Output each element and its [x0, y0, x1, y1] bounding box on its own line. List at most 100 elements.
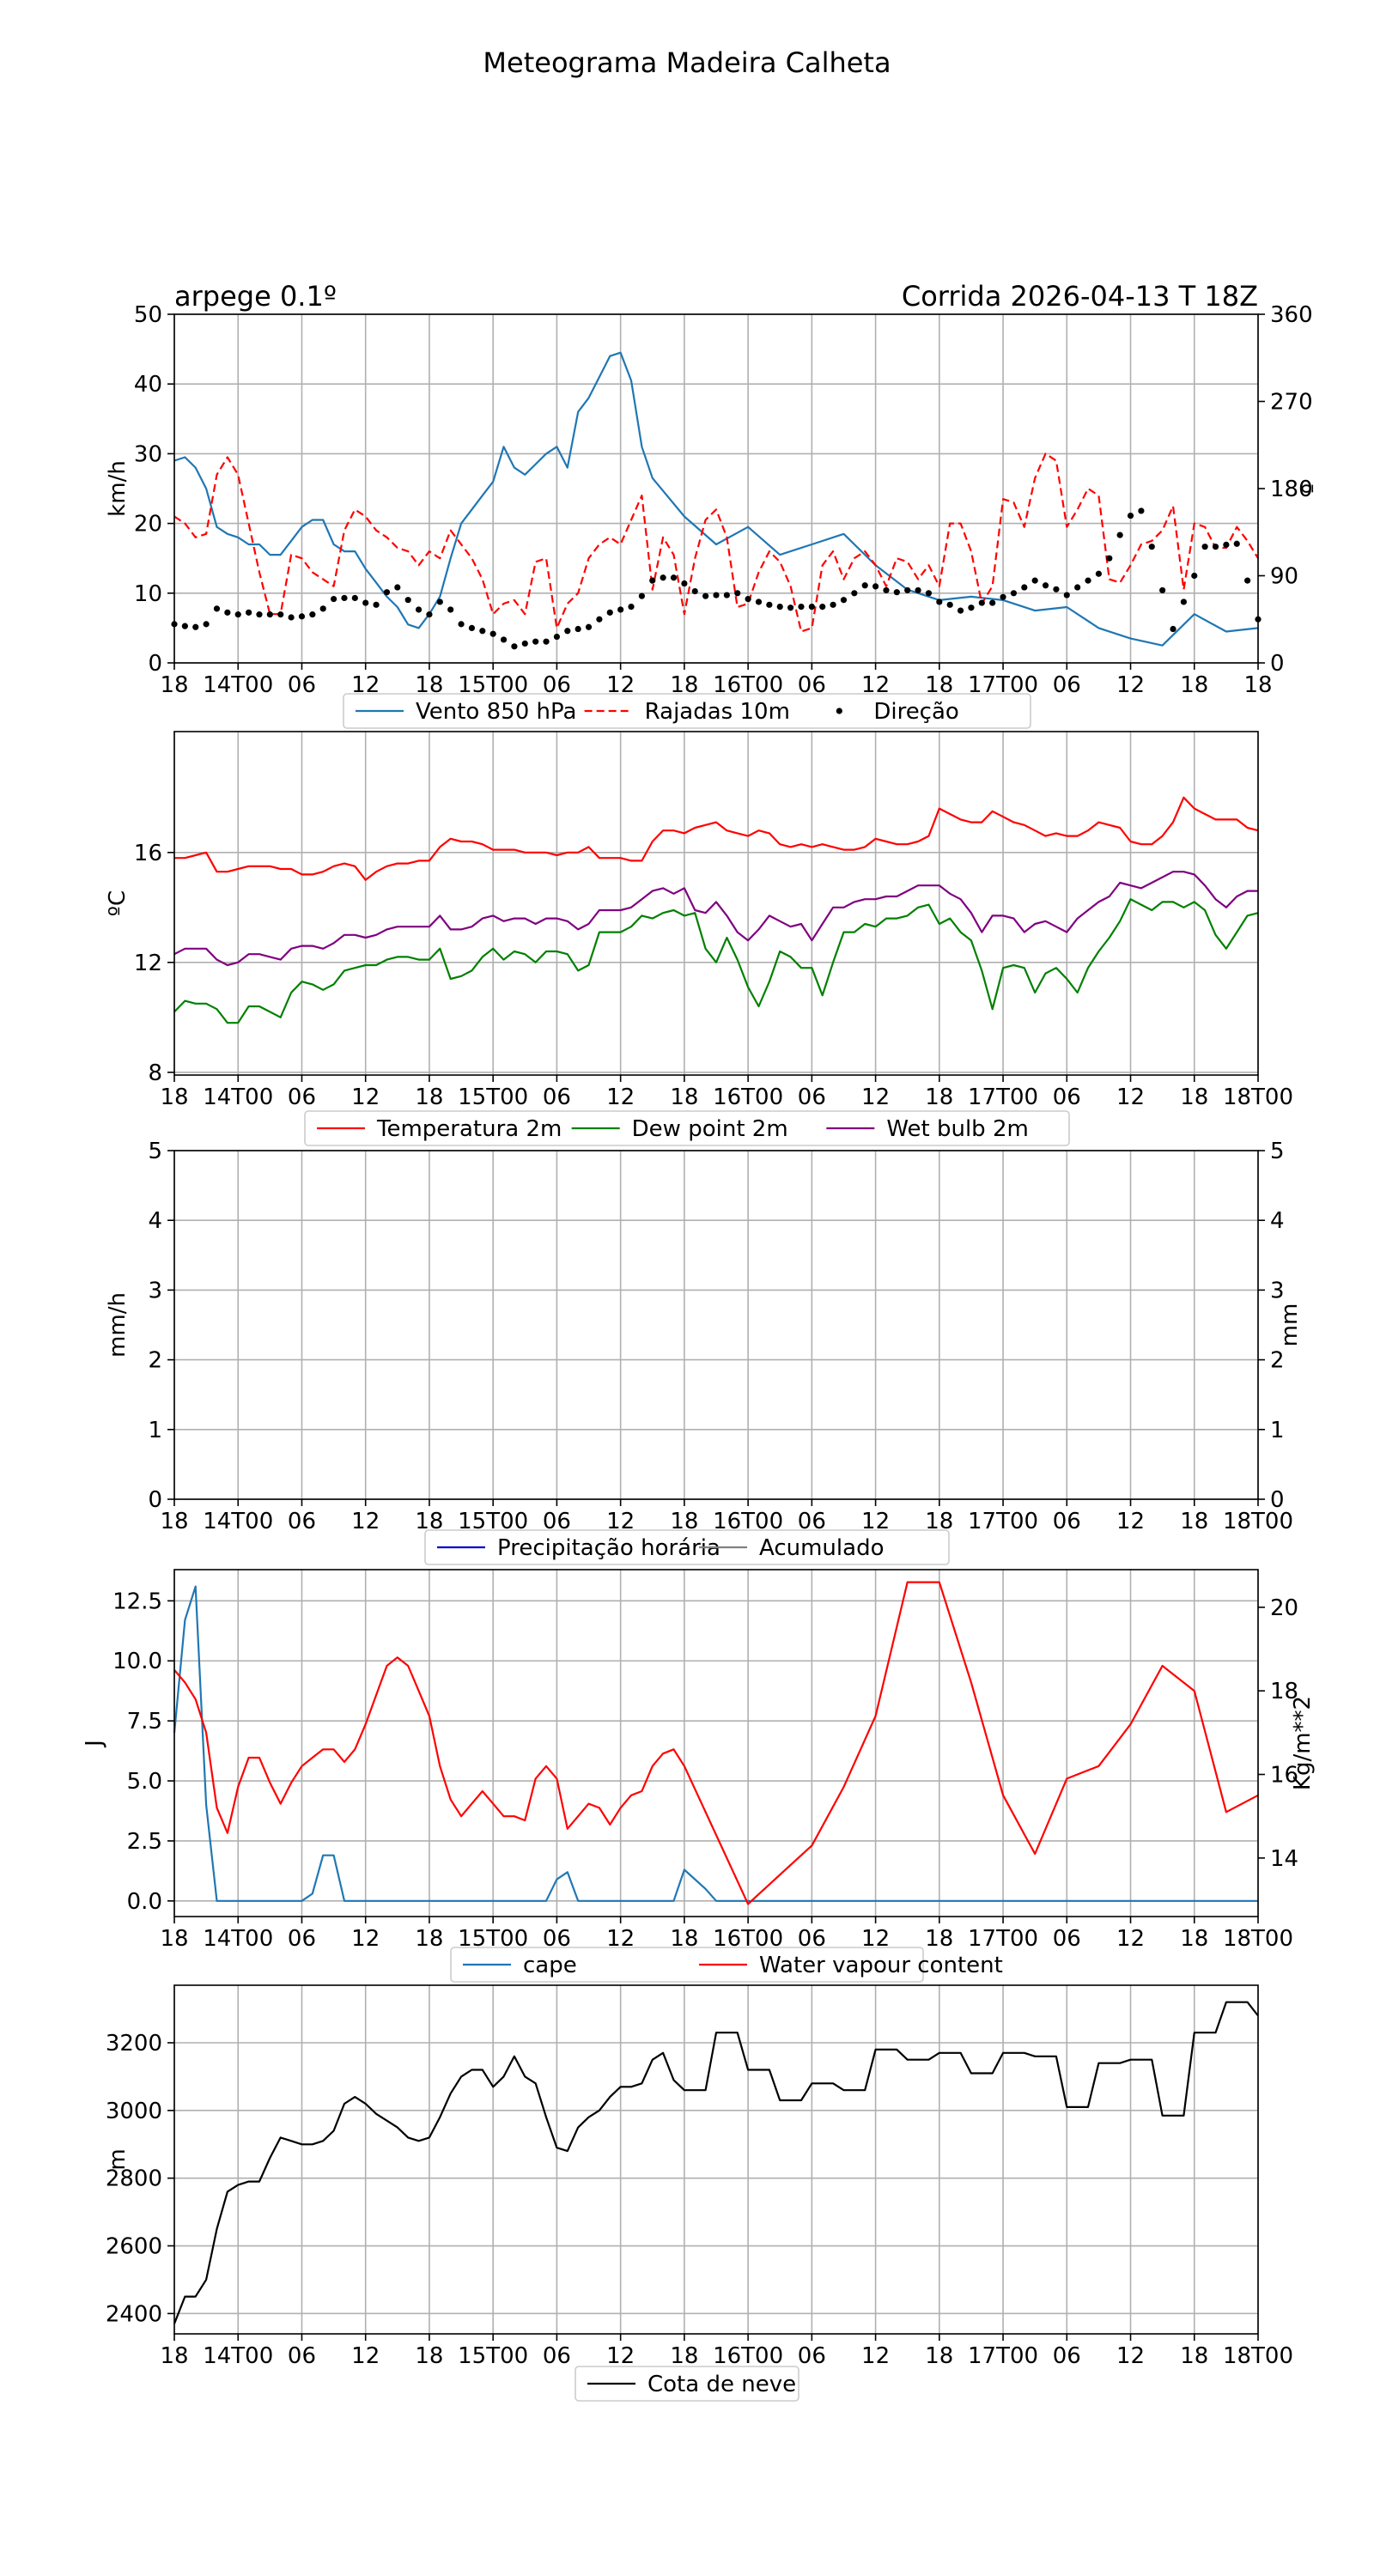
direction-point	[362, 599, 369, 606]
x-tick-label: 14T00	[203, 1926, 273, 1952]
y2-tick-label: 5	[1270, 1139, 1285, 1164]
x-tick-label: 16T00	[713, 1084, 783, 1110]
x-tick-label: 12	[1116, 2343, 1145, 2369]
x-tick-label: 17T00	[968, 1084, 1038, 1110]
x-tick-label: 18	[415, 2343, 443, 2369]
direction-point	[872, 583, 879, 590]
direction-point	[1095, 570, 1103, 577]
x-tick-label: 06	[288, 1509, 316, 1534]
x-tick-label: 18	[925, 1084, 953, 1110]
y-tick-label: 12	[134, 951, 162, 976]
direction-point	[925, 590, 933, 597]
x-tick-label: 18	[670, 1084, 698, 1110]
direction-point	[479, 628, 486, 635]
direction-point	[383, 589, 391, 596]
legend: Vento 850 hPa Rajadas 10m Direção	[343, 693, 1031, 729]
x-tick-label: 12	[1116, 1084, 1145, 1110]
legend-box	[343, 693, 1031, 729]
direction-point	[1201, 544, 1208, 550]
y-axis-label: km/h	[105, 460, 131, 517]
direction-point	[957, 607, 964, 614]
y-tick-label: 2.5	[127, 1829, 162, 1855]
series-line-0	[173, 1585, 1258, 1902]
direction-point	[256, 611, 263, 618]
direction-point	[787, 605, 794, 611]
y-axis-label: m	[105, 2148, 131, 2170]
direction-point	[553, 633, 561, 641]
y-axis-label: mm/h	[105, 1292, 131, 1358]
x-tick-label: 06	[288, 672, 316, 698]
direction-point	[288, 614, 295, 621]
y2-tick-label: 20	[1270, 1595, 1298, 1621]
x-tick-label: 18	[160, 1926, 188, 1952]
y-tick-label: 12.5	[112, 1589, 162, 1614]
direction-point	[1148, 544, 1155, 550]
series-line-0	[173, 2001, 1259, 2324]
x-tick-label: 14T00	[203, 2343, 273, 2369]
direction-point	[1021, 584, 1028, 591]
direction-point	[1031, 577, 1038, 584]
legend: cape Water vapour content	[450, 1947, 1003, 1983]
x-tick-label: 18	[415, 1084, 443, 1110]
y-tick-label: 0	[148, 1487, 162, 1513]
direction-point	[1212, 544, 1219, 550]
direction-point	[766, 601, 773, 608]
y-tick-label: 2600	[106, 2234, 162, 2260]
series-line-0	[173, 351, 1259, 647]
legend-entry: Precipitação horária	[497, 1535, 720, 1561]
direction-point	[1053, 586, 1060, 592]
grid	[173, 732, 1259, 1075]
x-tick-label: 18T00	[1223, 1509, 1293, 1534]
legend-entry: Wet bulb 2m	[886, 1116, 1028, 1142]
direction-point	[649, 577, 656, 584]
series-direcao	[171, 507, 1262, 650]
x-tick-label: 12	[606, 2343, 635, 2369]
legend-entry: cape	[523, 1953, 577, 1978]
direction-point	[776, 603, 783, 611]
x-tick-label: 18T00	[1223, 2343, 1293, 2369]
x-tick-label: 12	[861, 1084, 890, 1110]
direction-point	[989, 599, 996, 606]
direction-point	[1000, 593, 1006, 600]
plot-frame	[173, 1984, 1259, 2335]
direction-point	[702, 592, 709, 599]
grid	[173, 1570, 1259, 1917]
x-tick-label: 14T00	[203, 672, 273, 698]
direction-point	[426, 611, 433, 618]
direction-point	[1223, 541, 1230, 549]
plot-frame	[173, 1569, 1259, 1917]
direction-point	[298, 613, 306, 620]
y2-tick-label: 270	[1270, 390, 1313, 416]
y2-axis-label: º	[1298, 483, 1324, 494]
direction-point	[1085, 577, 1091, 584]
direction-point	[723, 592, 730, 598]
legend-entry: Dew point 2m	[632, 1116, 788, 1142]
x-tick-label: 06	[1053, 1926, 1081, 1952]
x-tick-label: 06	[1053, 1509, 1081, 1534]
y-tick-label: 30	[134, 441, 162, 467]
x-tick-label: 12	[351, 2343, 380, 2369]
direction-point	[1191, 572, 1198, 580]
panel-2: 18 14T00 06 12 18 15T00 06 12 18 16T00 06 12 18 17T00…	[105, 731, 1293, 1146]
x-tick-label: 12	[1116, 672, 1145, 698]
x-tick-label: 18	[160, 672, 188, 698]
direction-point	[213, 605, 221, 612]
legend-entry: Temperatura 2m	[376, 1116, 562, 1142]
y-tick-label: 2400	[106, 2301, 162, 2327]
direction-point	[1010, 590, 1018, 597]
x-tick-label: 18	[1180, 672, 1208, 698]
direction-point	[575, 625, 581, 633]
legend-entry: Direção	[873, 699, 958, 725]
direction-point	[309, 611, 316, 618]
direction-point	[734, 590, 741, 597]
direction-point	[394, 584, 401, 591]
y2-tick-label: 4	[1270, 1208, 1285, 1234]
y2-tick-label: 1	[1270, 1418, 1285, 1443]
x-tick-label: 17T00	[968, 1509, 1038, 1534]
y-tick-label: 3200	[106, 2031, 162, 2057]
y2-tick-label: 2	[1270, 1348, 1285, 1374]
direction-point	[798, 603, 805, 611]
x-tick-label: 12	[351, 1926, 380, 1952]
y-tick-label: 7.5	[127, 1709, 162, 1735]
